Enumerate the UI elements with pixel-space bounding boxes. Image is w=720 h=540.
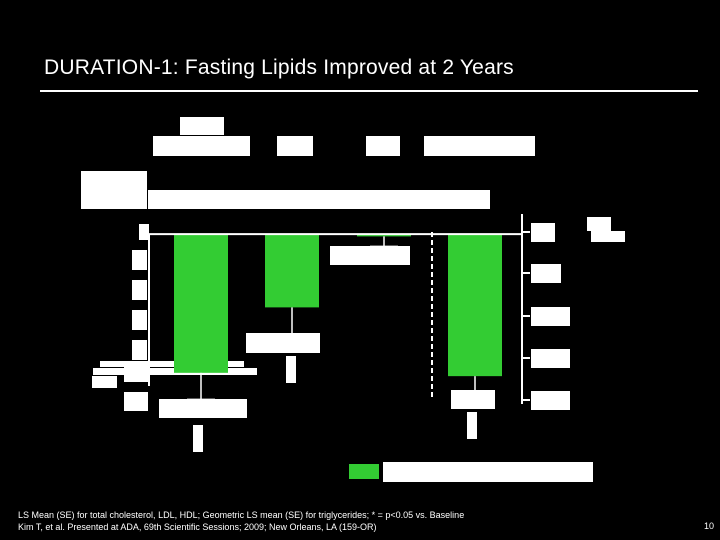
redacted-axis-label [148, 190, 490, 209]
bar [357, 234, 411, 237]
redacted-tick-label [132, 280, 147, 300]
redacted-tick-label [531, 223, 555, 242]
page-title: DURATION-1: Fasting Lipids Improved at 2… [44, 56, 514, 79]
bar [448, 234, 502, 377]
redacted-data-label [100, 361, 244, 367]
redacted-data-label [286, 356, 296, 383]
title-underline [40, 90, 698, 92]
redacted-header-label [366, 136, 400, 156]
bar [265, 234, 319, 308]
redacted-tick-label [124, 392, 148, 411]
redacted-header-label [424, 136, 535, 156]
redacted-data-label [193, 425, 203, 452]
redacted-tick-label [531, 391, 570, 410]
redacted-axis-label [591, 231, 625, 242]
redacted-header-label [153, 136, 250, 156]
redacted-tick-label [132, 250, 147, 270]
redacted-tick-label [139, 224, 149, 240]
footnote-line-1: LS Mean (SE) for total cholesterol, LDL,… [18, 510, 465, 520]
redacted-data-label [330, 246, 410, 265]
bar [174, 234, 228, 373]
redacted-legend-label [383, 462, 593, 482]
page-number: 10 [704, 521, 715, 531]
legend-swatch [349, 464, 379, 479]
redacted-data-label [467, 412, 477, 439]
redacted-data-label [159, 399, 247, 418]
redacted-axis-label [81, 171, 147, 209]
redacted-tick-label [531, 307, 570, 326]
redacted-tick-label [531, 264, 561, 283]
footnote-line-2: Kim T, et al. Presented at ADA, 69th Sci… [18, 522, 377, 532]
footnote: LS Mean (SE) for total cholesterol, LDL,… [18, 509, 464, 533]
redacted-header-label [180, 117, 224, 135]
redacted-tick-label [132, 310, 147, 330]
redacted-data-label [92, 376, 117, 388]
redacted-axis-label [587, 217, 611, 231]
redacted-tick-label [531, 349, 570, 368]
redacted-header-label [277, 136, 313, 156]
redacted-tick-label [132, 340, 147, 360]
redacted-data-label [451, 390, 495, 409]
